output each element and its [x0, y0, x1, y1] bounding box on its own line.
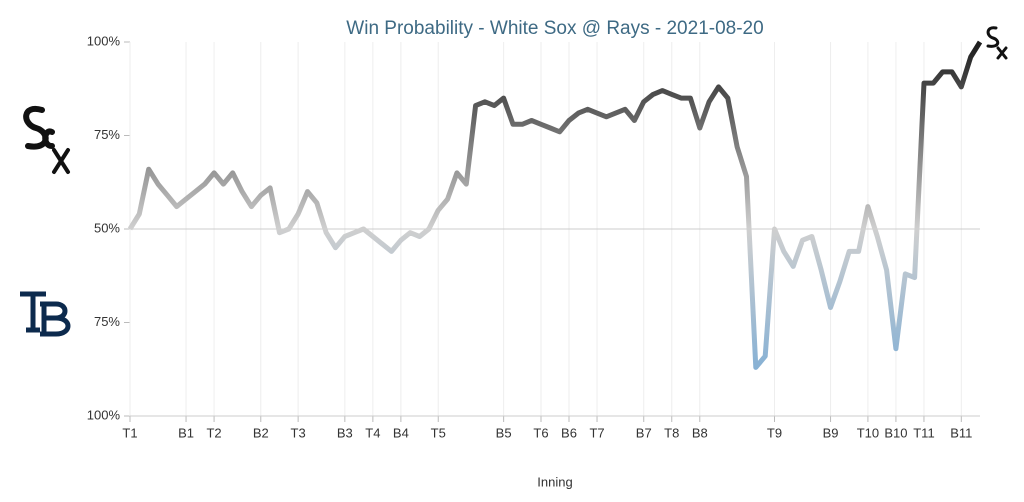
- win-probability-line: [127, 40, 983, 370]
- y-tick-label: 75%: [94, 127, 120, 142]
- y-tick-label: 100%: [87, 33, 121, 48]
- x-tick-label: B5: [496, 425, 512, 440]
- x-tick-label: T4: [365, 425, 380, 440]
- y-tick-label: 75%: [94, 314, 120, 329]
- x-tick-label: T7: [589, 425, 604, 440]
- x-tick-label: T5: [431, 425, 446, 440]
- x-tick-label: B6: [561, 425, 577, 440]
- x-tick-label: B3: [337, 425, 353, 440]
- x-tick-label: T6: [533, 425, 548, 440]
- x-tick-label: T8: [664, 425, 679, 440]
- y-tick-label: 100%: [87, 407, 121, 422]
- y-tick-label: 50%: [94, 220, 120, 235]
- x-tick-label: T2: [206, 425, 221, 440]
- x-tick-label: T3: [291, 425, 306, 440]
- x-tick-label: T1: [122, 425, 137, 440]
- x-tick-label: B9: [823, 425, 839, 440]
- x-tick-label: B7: [636, 425, 652, 440]
- x-axis-title: Inning: [537, 474, 572, 489]
- x-tick-label: T9: [767, 425, 782, 440]
- x-tick-label: B4: [393, 425, 409, 440]
- x-tick-label: B2: [253, 425, 269, 440]
- x-tick-label: T11: [913, 425, 934, 440]
- chart-title: Win Probability - White Sox @ Rays - 202…: [346, 18, 763, 39]
- x-tick-label: B11: [950, 425, 972, 440]
- rays-logo: [20, 291, 71, 337]
- x-tick-label: B10: [884, 425, 907, 440]
- white-sox-logo-small: [986, 26, 1008, 60]
- white-sox-logo: [23, 105, 70, 174]
- x-tick-label: B8: [692, 425, 708, 440]
- x-tick-label: T10: [857, 425, 879, 440]
- x-tick-label: B1: [178, 425, 194, 440]
